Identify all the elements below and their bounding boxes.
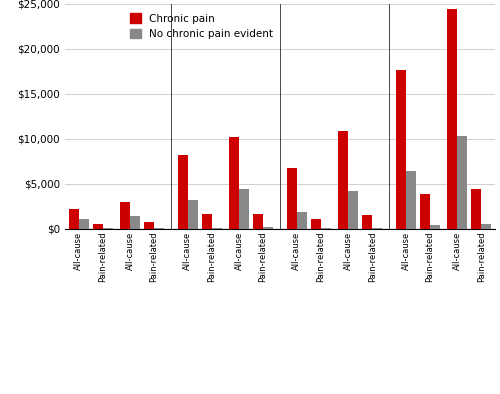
Bar — [202, 214, 211, 229]
Bar — [481, 223, 491, 229]
Bar — [130, 216, 140, 229]
Bar — [287, 168, 297, 229]
Bar — [471, 189, 481, 229]
Bar — [79, 219, 89, 229]
Bar — [120, 202, 130, 229]
Bar — [240, 189, 250, 229]
Bar — [297, 212, 307, 229]
Bar — [178, 155, 188, 229]
Bar — [362, 216, 372, 229]
Bar — [154, 228, 164, 229]
Bar — [448, 9, 458, 229]
Bar — [372, 228, 382, 229]
Bar — [430, 225, 440, 229]
Bar — [212, 228, 222, 229]
Bar — [102, 228, 113, 229]
Bar — [310, 219, 320, 229]
Legend: Chronic pain, No chronic pain evident: Chronic pain, No chronic pain evident — [126, 9, 277, 43]
Bar — [188, 200, 198, 229]
Bar — [458, 136, 468, 229]
Bar — [229, 137, 239, 229]
Bar — [348, 191, 358, 229]
Bar — [263, 227, 273, 229]
Bar — [92, 223, 102, 229]
Bar — [253, 214, 263, 229]
Bar — [420, 194, 430, 229]
Bar — [338, 130, 348, 229]
Bar — [396, 69, 406, 229]
Bar — [406, 171, 416, 229]
Bar — [69, 209, 79, 229]
Bar — [320, 228, 331, 229]
Bar — [144, 222, 154, 229]
